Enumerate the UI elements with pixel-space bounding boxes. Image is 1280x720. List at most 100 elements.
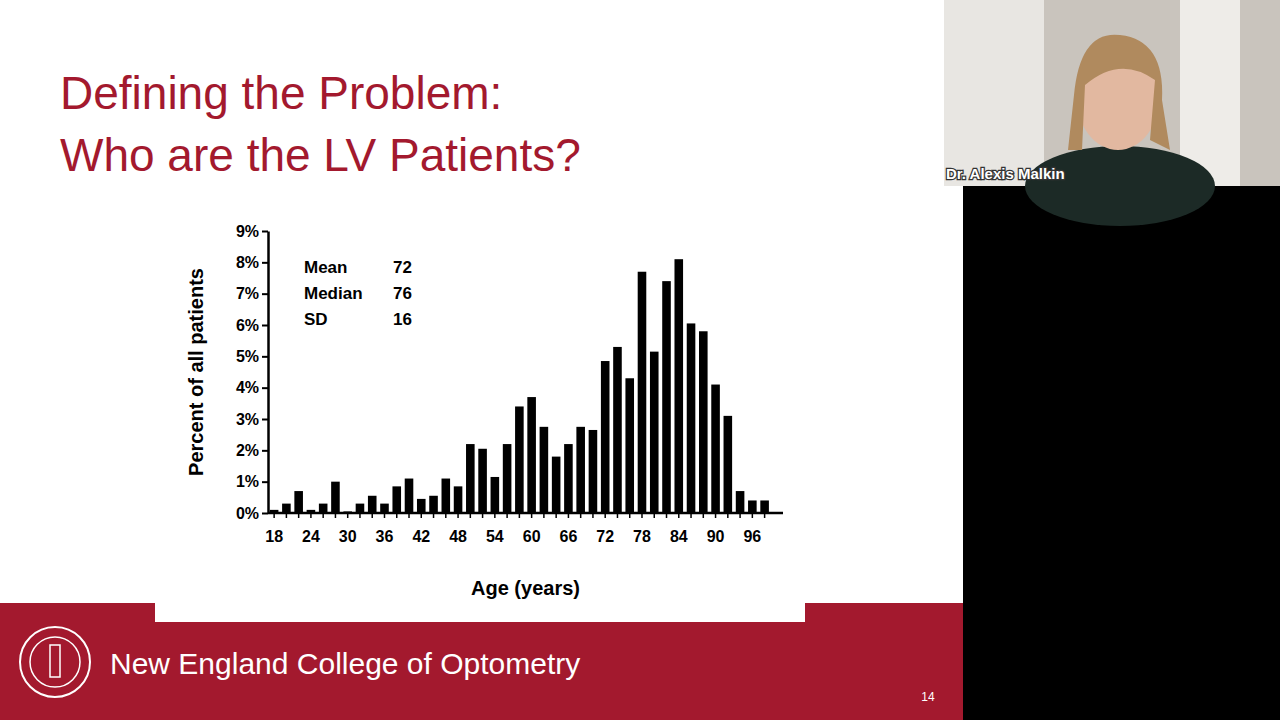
slide-background <box>0 0 963 720</box>
x-tick-mark <box>384 513 386 518</box>
y-tick-label: 5% <box>236 348 259 365</box>
x-tick-mark <box>310 513 312 518</box>
x-tick: 36 <box>376 513 394 545</box>
x-tick <box>372 513 373 518</box>
x-tick-label: 66 <box>560 528 578 545</box>
x-axis-line <box>268 512 783 515</box>
x-tick <box>654 513 655 518</box>
x-tick-mark <box>629 513 631 518</box>
bar <box>650 352 659 513</box>
y-tick: 8% <box>236 254 268 271</box>
x-tick <box>445 513 446 518</box>
stat-label: Mean <box>304 258 347 277</box>
x-tick-mark <box>592 513 594 518</box>
y-tick: 7% <box>236 285 268 302</box>
bar <box>466 444 475 513</box>
video-panel: Dr. Alexis Malkin <box>944 0 1280 226</box>
stat-value: 72 <box>393 258 412 277</box>
x-tick-label: 96 <box>743 528 761 545</box>
x-tick-mark <box>506 513 508 518</box>
x-tick-mark <box>654 513 656 518</box>
bar <box>429 496 438 513</box>
y-tick-label: 2% <box>236 442 259 459</box>
x-tick-label: 72 <box>596 528 614 545</box>
y-tick: 0% <box>236 505 268 522</box>
y-tick-mark <box>262 419 268 421</box>
y-tick: 1% <box>236 473 268 490</box>
x-tick-mark <box>519 513 521 518</box>
bar <box>442 479 451 513</box>
x-tick-label: 84 <box>670 528 688 545</box>
bar <box>576 427 585 513</box>
x-tick-mark <box>359 513 361 518</box>
y-tick: 6% <box>236 317 268 334</box>
x-tick-mark <box>470 513 472 518</box>
x-tick <box>519 513 520 518</box>
x-tick <box>666 513 667 518</box>
x-tick: 48 <box>449 513 467 545</box>
x-tick-label: 60 <box>523 528 541 545</box>
bar <box>552 457 561 513</box>
x-tick <box>286 513 287 518</box>
x-tick <box>703 513 704 518</box>
x-tick <box>629 513 630 518</box>
x-tick: 60 <box>523 513 541 545</box>
bar <box>699 331 708 513</box>
bar <box>503 444 512 513</box>
x-tick-mark <box>322 513 324 518</box>
y-tick-label: 3% <box>236 411 259 428</box>
y-tick-label: 6% <box>236 317 259 334</box>
x-tick-mark <box>580 513 582 518</box>
video-shelf <box>944 0 1044 186</box>
x-tick-mark <box>335 513 337 518</box>
x-tick: 72 <box>596 513 614 545</box>
x-tick <box>556 513 557 518</box>
y-tick-label: 4% <box>236 379 259 396</box>
y-tick-label: 9% <box>236 223 259 240</box>
x-tick-mark <box>690 513 692 518</box>
y-tick-label: 0% <box>236 505 259 522</box>
bar <box>613 347 622 513</box>
bar <box>540 427 549 513</box>
x-tick-mark <box>752 513 754 518</box>
y-tick-mark <box>262 325 268 327</box>
x-tick <box>580 513 581 518</box>
y-axis: 0% 1% 2% 3% 4% 5% 6% 7% 8% 9% <box>236 223 269 522</box>
x-tick: 78 <box>633 513 651 545</box>
x-tick-mark <box>482 513 484 518</box>
x-tick <box>323 513 324 518</box>
x-tick-mark <box>604 513 606 518</box>
x-tick-label: 78 <box>633 528 651 545</box>
bar <box>662 281 671 513</box>
x-tick <box>507 513 508 518</box>
x-tick: 96 <box>743 513 761 545</box>
x-tick-mark <box>543 513 545 518</box>
x-tick-label: 30 <box>339 528 357 545</box>
bar <box>687 323 696 513</box>
bar <box>478 449 487 513</box>
x-tick-mark <box>494 513 496 518</box>
x-tick: 30 <box>339 513 357 545</box>
bar <box>527 397 536 513</box>
y-tick-label: 1% <box>236 473 259 490</box>
x-tick-label: 36 <box>376 528 394 545</box>
x-tick <box>335 513 336 518</box>
x-tick-label: 42 <box>412 528 430 545</box>
y-tick: 3% <box>236 411 268 428</box>
bar <box>380 504 389 513</box>
x-tick-mark <box>764 513 766 518</box>
y-tick: 5% <box>236 348 268 365</box>
y-tick: 9% <box>236 223 268 240</box>
x-tick <box>482 513 483 518</box>
logo <box>20 627 90 697</box>
x-tick <box>691 513 692 518</box>
x-tick: 66 <box>560 513 578 545</box>
bars <box>270 259 769 513</box>
video-person-hair <box>1068 35 1170 150</box>
bar <box>515 406 524 513</box>
y-axis-title: Percent of all patients <box>185 268 207 476</box>
x-tick-label: 18 <box>265 528 283 545</box>
slide-title: Defining the Problem: <box>60 67 502 119</box>
footer-text: New England College of Optometry <box>110 647 580 680</box>
logo-ring <box>20 627 90 697</box>
